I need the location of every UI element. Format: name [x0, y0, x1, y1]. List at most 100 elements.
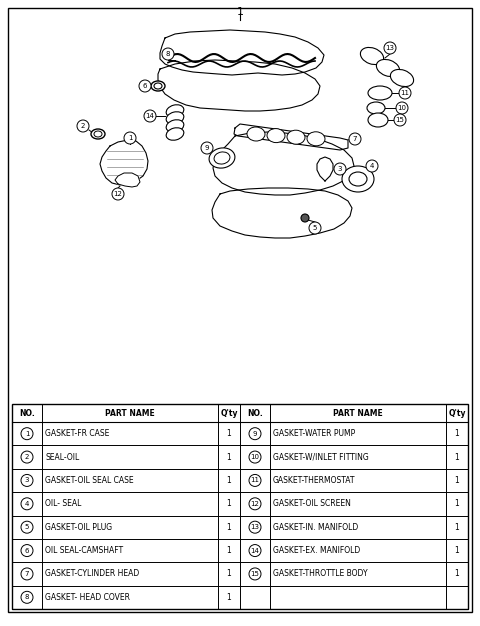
Text: 10: 10	[251, 454, 260, 460]
Text: NO.: NO.	[247, 409, 263, 418]
Ellipse shape	[301, 214, 309, 222]
Text: 12: 12	[114, 191, 122, 197]
Circle shape	[21, 568, 33, 580]
Circle shape	[77, 120, 89, 132]
Text: 5: 5	[313, 225, 317, 231]
Circle shape	[396, 102, 408, 114]
Text: 3: 3	[338, 166, 342, 172]
Polygon shape	[212, 188, 352, 238]
Text: 14: 14	[145, 113, 155, 119]
Ellipse shape	[166, 120, 184, 132]
Ellipse shape	[209, 148, 235, 168]
Text: 1: 1	[455, 429, 459, 438]
Circle shape	[349, 133, 361, 145]
Ellipse shape	[154, 83, 162, 89]
Polygon shape	[115, 173, 140, 187]
Text: 15: 15	[251, 571, 259, 577]
Text: 8: 8	[166, 51, 170, 57]
Bar	[12, 404, 468, 609]
Circle shape	[249, 545, 261, 557]
Ellipse shape	[368, 113, 388, 127]
Text: 1: 1	[128, 135, 132, 141]
Ellipse shape	[214, 152, 230, 164]
Text: GASKET-OIL SEAL CASE: GASKET-OIL SEAL CASE	[45, 476, 133, 485]
Text: OIL SEAL-CAMSHAFT: OIL SEAL-CAMSHAFT	[45, 546, 123, 555]
Polygon shape	[158, 60, 320, 111]
Ellipse shape	[367, 102, 385, 114]
Text: 1: 1	[25, 431, 29, 437]
Circle shape	[249, 475, 261, 486]
Text: 1: 1	[455, 546, 459, 555]
Text: 13: 13	[385, 45, 395, 51]
Text: GASKET-W/INLET FITTING: GASKET-W/INLET FITTING	[273, 453, 369, 461]
Text: 10: 10	[397, 105, 407, 111]
Circle shape	[162, 48, 174, 60]
Circle shape	[124, 132, 136, 144]
Polygon shape	[317, 157, 333, 181]
Circle shape	[249, 428, 261, 439]
Ellipse shape	[94, 131, 102, 137]
Ellipse shape	[166, 128, 184, 140]
Text: 13: 13	[251, 524, 260, 530]
Text: 9: 9	[205, 145, 209, 151]
Text: 8: 8	[25, 594, 29, 600]
Text: 1: 1	[455, 523, 459, 531]
Text: 1: 1	[455, 476, 459, 485]
Ellipse shape	[368, 86, 392, 100]
Ellipse shape	[247, 127, 265, 141]
Circle shape	[366, 160, 378, 172]
Text: 5: 5	[25, 524, 29, 530]
Circle shape	[309, 222, 321, 234]
Circle shape	[21, 521, 33, 533]
Polygon shape	[100, 140, 148, 185]
Text: Q'ty: Q'ty	[448, 409, 466, 418]
Circle shape	[21, 428, 33, 439]
Circle shape	[144, 110, 156, 122]
Circle shape	[384, 42, 396, 54]
Text: GASKET-FR CASE: GASKET-FR CASE	[45, 429, 109, 438]
Text: GASKET-CYLINDER HEAD: GASKET-CYLINDER HEAD	[45, 570, 139, 578]
Text: 14: 14	[251, 548, 259, 553]
Text: 1: 1	[227, 429, 231, 438]
Text: 1: 1	[227, 570, 231, 578]
Text: 6: 6	[143, 83, 147, 89]
Circle shape	[21, 545, 33, 557]
Ellipse shape	[166, 112, 184, 124]
Ellipse shape	[91, 129, 105, 139]
Circle shape	[249, 568, 261, 580]
Ellipse shape	[349, 172, 367, 186]
Text: GASKET-THERMOSTAT: GASKET-THERMOSTAT	[273, 476, 356, 485]
Text: GASKET-THROTTLE BODY: GASKET-THROTTLE BODY	[273, 570, 368, 578]
Ellipse shape	[307, 132, 325, 146]
Polygon shape	[213, 132, 354, 195]
Text: 9: 9	[253, 431, 257, 437]
Text: PART NAME: PART NAME	[333, 409, 383, 418]
Text: GASKET-OIL SCREEN: GASKET-OIL SCREEN	[273, 500, 351, 508]
Text: 7: 7	[353, 136, 357, 142]
Circle shape	[201, 142, 213, 154]
Text: 1: 1	[455, 570, 459, 578]
Ellipse shape	[390, 69, 414, 86]
Text: NO.: NO.	[19, 409, 35, 418]
Text: 12: 12	[251, 501, 259, 507]
Ellipse shape	[376, 59, 400, 76]
Text: GASKET-WATER PUMP: GASKET-WATER PUMP	[273, 429, 355, 438]
Ellipse shape	[151, 81, 165, 91]
Text: 1: 1	[227, 500, 231, 508]
Text: 1: 1	[227, 546, 231, 555]
Text: 4: 4	[370, 163, 374, 169]
Ellipse shape	[287, 130, 305, 144]
Text: GASKET- HEAD COVER: GASKET- HEAD COVER	[45, 593, 130, 602]
Text: 2: 2	[25, 454, 29, 460]
Circle shape	[334, 163, 346, 175]
Text: OIL- SEAL: OIL- SEAL	[45, 500, 82, 508]
Circle shape	[249, 521, 261, 533]
Ellipse shape	[267, 128, 285, 143]
Text: 1: 1	[455, 453, 459, 461]
Ellipse shape	[342, 166, 374, 192]
Text: 7: 7	[25, 571, 29, 577]
Circle shape	[21, 475, 33, 486]
Text: GASKET-EX. MANIFOLD: GASKET-EX. MANIFOLD	[273, 546, 360, 555]
Text: 1: 1	[455, 500, 459, 508]
Text: 1: 1	[237, 7, 243, 17]
